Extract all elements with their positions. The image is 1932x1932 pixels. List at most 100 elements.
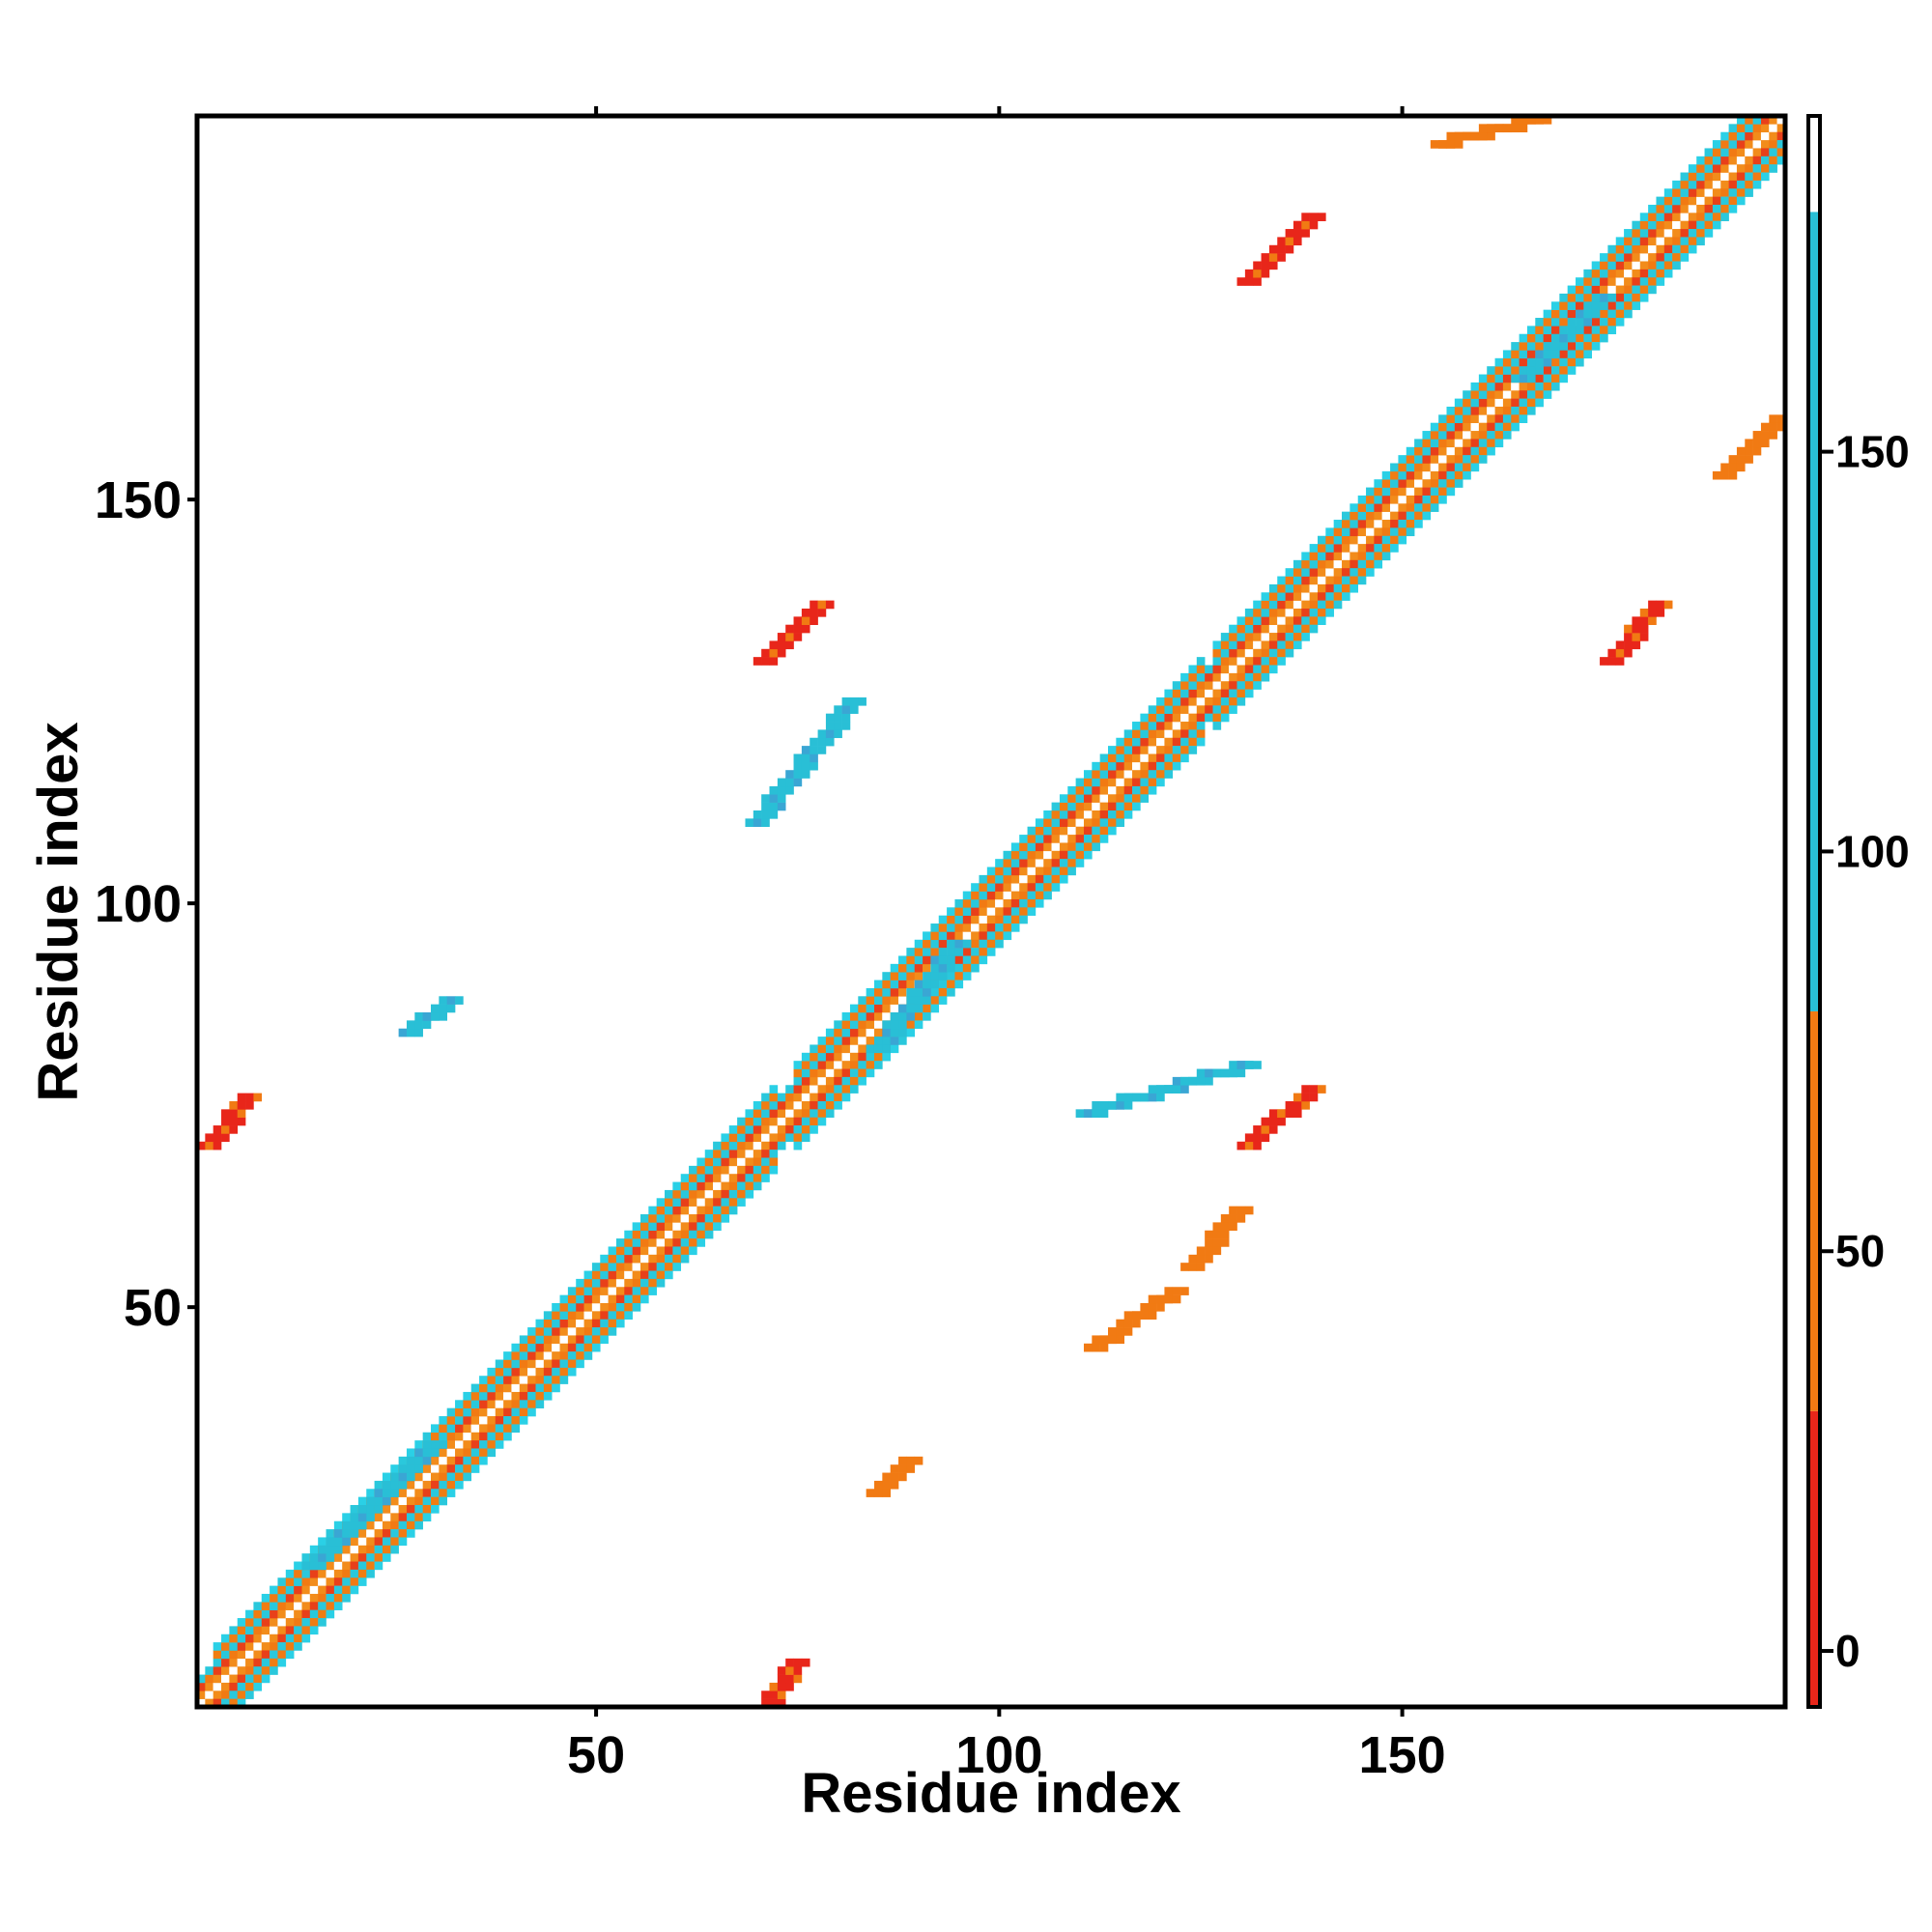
heatmap-cell xyxy=(608,1278,617,1288)
heatmap-cell xyxy=(1487,431,1495,440)
heatmap-cell xyxy=(769,794,779,803)
heatmap-cell xyxy=(479,1432,488,1441)
heatmap-cell xyxy=(930,948,940,956)
heatmap-cell xyxy=(672,1214,682,1223)
heatmap-cell xyxy=(350,1504,359,1514)
heatmap-cell xyxy=(1487,382,1495,391)
heatmap-cell xyxy=(1478,382,1488,391)
heatmap-cell xyxy=(1309,1093,1319,1102)
heatmap-cell xyxy=(1212,705,1222,714)
heatmap-cell xyxy=(1648,244,1657,254)
heatmap-cell xyxy=(979,915,988,924)
heatmap-cell xyxy=(1108,761,1117,771)
heatmap-cell xyxy=(374,1537,384,1547)
heatmap-cell xyxy=(986,931,996,941)
heatmap-cell xyxy=(253,1602,263,1610)
heatmap-cell xyxy=(237,1634,246,1643)
heatmap-cell xyxy=(1188,1076,1198,1086)
heatmap-cell xyxy=(270,1609,278,1619)
heatmap-cell xyxy=(1696,237,1705,246)
heatmap-cell xyxy=(1366,520,1375,528)
heatmap-cell xyxy=(309,1609,319,1619)
heatmap-cell xyxy=(810,1085,818,1094)
heatmap-cell xyxy=(672,1238,682,1247)
heatmap-cell xyxy=(1615,253,1625,262)
heatmap-cell xyxy=(1648,616,1657,626)
heatmap-cell xyxy=(285,1577,295,1586)
heatmap-cell xyxy=(1736,446,1746,456)
heatmap-cell xyxy=(1350,520,1359,528)
heatmap-cell xyxy=(1745,116,1753,125)
heatmap-cell xyxy=(1446,406,1456,415)
heatmap-cell xyxy=(1704,148,1714,157)
heatmap-cell xyxy=(608,1246,617,1256)
heatmap-cell xyxy=(1035,850,1044,860)
heatmap-cell xyxy=(1003,850,1012,860)
heatmap-cell xyxy=(1035,883,1044,892)
heatmap-cell xyxy=(414,1440,423,1449)
heatmap-cell xyxy=(261,1593,270,1603)
heatmap-cell xyxy=(1680,229,1690,238)
heatmap-cell xyxy=(713,1189,722,1199)
heatmap-cell xyxy=(1293,237,1302,246)
heatmap-cell xyxy=(261,1642,270,1651)
heatmap-cell xyxy=(333,1593,343,1603)
heatmap-cell xyxy=(947,963,955,973)
heatmap-cell xyxy=(519,1383,528,1393)
heatmap-cell xyxy=(1229,624,1237,634)
heatmap-cell xyxy=(761,648,770,658)
heatmap-cell xyxy=(761,802,770,811)
heatmap-cell xyxy=(511,1383,521,1393)
heatmap-cell xyxy=(615,1263,625,1271)
heatmap-cell xyxy=(615,1287,625,1295)
heatmap-cell xyxy=(1454,455,1463,464)
heatmap-cell xyxy=(422,1464,432,1473)
heatmap-cell xyxy=(898,987,907,997)
heatmap-cell xyxy=(930,987,940,997)
heatmap-cell xyxy=(728,1174,738,1182)
heatmap-cell xyxy=(841,1085,851,1094)
heatmap-cell xyxy=(1438,495,1447,504)
heatmap-cell xyxy=(689,1165,697,1175)
heatmap-cell xyxy=(495,1359,504,1369)
heatmap-cell xyxy=(858,1012,867,1021)
heatmap-cell xyxy=(535,1343,545,1352)
heatmap-cell xyxy=(463,1391,472,1401)
heatmap-cell xyxy=(1446,446,1456,456)
heatmap-cell xyxy=(1092,1100,1100,1110)
heatmap-cell xyxy=(1720,213,1729,221)
heatmap-cell xyxy=(656,1222,666,1232)
heatmap-cell xyxy=(728,1133,738,1143)
heatmap-cell xyxy=(1390,495,1399,504)
heatmap-cell xyxy=(503,1376,512,1384)
heatmap-cell xyxy=(1164,1085,1174,1094)
heatmap-cell xyxy=(326,1545,335,1554)
heatmap-cell xyxy=(1253,1125,1262,1134)
heatmap-cell xyxy=(721,1165,730,1175)
heatmap-cell xyxy=(1277,1117,1286,1126)
heatmap-cell xyxy=(753,1109,762,1118)
heatmap-cell xyxy=(1648,253,1657,262)
heatmap-cell xyxy=(1438,414,1447,423)
heatmap-cell xyxy=(1116,802,1124,811)
heatmap-cell xyxy=(519,1343,528,1352)
heatmap-cell xyxy=(817,1061,827,1069)
heatmap-cell xyxy=(906,1456,916,1465)
heatmap-cell xyxy=(1736,140,1746,149)
heatmap-cell xyxy=(1487,398,1495,408)
heatmap-cell xyxy=(1188,689,1198,698)
heatmap-cell xyxy=(914,996,923,1005)
heatmap-cell xyxy=(1632,253,1641,262)
heatmap-cell xyxy=(672,1230,682,1239)
heatmap-cell xyxy=(1357,495,1367,504)
heatmap-cell xyxy=(1550,350,1560,359)
heatmap-cell xyxy=(1253,269,1262,278)
heatmap-cell xyxy=(1156,761,1165,771)
heatmap-cell xyxy=(1253,616,1262,626)
heatmap-cell xyxy=(600,1311,609,1321)
heatmap-cell xyxy=(608,1263,617,1271)
heatmap-cell xyxy=(1624,261,1633,270)
heatmap-cell xyxy=(342,1545,351,1554)
heatmap-cell xyxy=(648,1287,657,1295)
